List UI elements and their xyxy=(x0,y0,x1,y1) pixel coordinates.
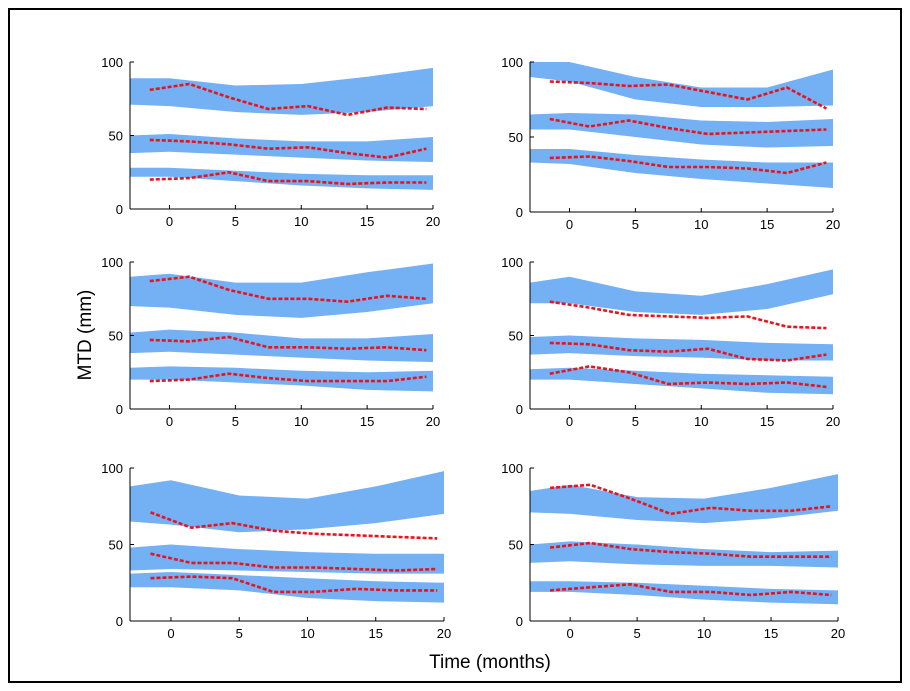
x-tick-label: 20 xyxy=(826,414,840,429)
observed-line-3 xyxy=(549,365,827,389)
x-tick-label: 10 xyxy=(694,217,708,232)
x-tick-label: 20 xyxy=(426,214,440,229)
prediction-band-2 xyxy=(530,541,838,568)
prediction-band-2 xyxy=(530,335,833,361)
y-tick-label: 100 xyxy=(101,55,123,70)
y-axis-label: MTD (mm) xyxy=(75,290,96,381)
observed-line-3 xyxy=(549,155,827,175)
prediction-band-1 xyxy=(130,263,433,318)
x-tick-label: 10 xyxy=(294,414,308,429)
x-tick-label: 0 xyxy=(167,626,174,641)
x-tick-label: 5 xyxy=(632,414,639,429)
y-tick-label: 100 xyxy=(501,255,523,270)
observed-line-1 xyxy=(149,82,427,117)
observed-line-2 xyxy=(149,335,427,352)
prediction-band-1 xyxy=(530,62,833,107)
x-tick-label: 5 xyxy=(632,217,639,232)
prediction-band-3 xyxy=(130,572,444,603)
x-tick-label: 15 xyxy=(369,626,383,641)
x-tick-label: 5 xyxy=(232,414,239,429)
prediction-band-3 xyxy=(530,367,833,395)
x-tick-label: 20 xyxy=(831,626,845,641)
observed-line-2 xyxy=(549,341,827,362)
prediction-band-1 xyxy=(530,269,833,315)
chart-panel-middle-right: 0 5 10 15 20 0 50 100 xyxy=(501,255,840,429)
observed-line-1 xyxy=(549,300,827,330)
observed-line-2 xyxy=(549,117,827,136)
x-tick-label: 5 xyxy=(236,626,243,641)
observed-line-2 xyxy=(149,138,427,159)
x-tick-label: 20 xyxy=(426,414,440,429)
x-tick-label: 0 xyxy=(166,214,173,229)
chart-panel-top-right: 0 5 10 15 20 0 50 100 xyxy=(501,55,840,232)
observed-line-3 xyxy=(149,170,427,186)
y-tick-label: 50 xyxy=(109,329,123,344)
x-tick-label: 10 xyxy=(694,414,708,429)
x-tick-label: 0 xyxy=(567,626,574,641)
x-tick-label: 15 xyxy=(760,414,774,429)
observed-line-2 xyxy=(150,552,438,572)
y-tick-label: 100 xyxy=(101,461,123,476)
chart-panel-top-left: 0 5 10 15 20 0 50 100 xyxy=(101,55,440,229)
prediction-band-3 xyxy=(530,149,833,188)
x-tick-label: 5 xyxy=(232,214,239,229)
chart-panel-bottom-right: 0 5 10 15 20 0 50 100 xyxy=(501,461,845,641)
observed-line-1 xyxy=(549,80,828,110)
observed-line-1 xyxy=(550,483,832,516)
x-tick-label: 10 xyxy=(697,626,711,641)
y-tick-label: 50 xyxy=(509,329,523,344)
x-tick-label: 0 xyxy=(566,414,573,429)
prediction-band-2 xyxy=(130,544,444,574)
x-tick-label: 10 xyxy=(294,214,308,229)
x-tick-label: 0 xyxy=(566,217,573,232)
observed-line-1 xyxy=(149,275,427,304)
prediction-band-1 xyxy=(530,474,838,524)
x-tick-label: 15 xyxy=(360,414,374,429)
y-tick-label: 0 xyxy=(116,614,123,629)
observed-line-3 xyxy=(550,582,832,597)
y-tick-label: 100 xyxy=(501,55,523,70)
prediction-band-2 xyxy=(130,329,433,362)
x-tick-label: 15 xyxy=(760,217,774,232)
observed-line-1 xyxy=(150,511,438,540)
observed-line-3 xyxy=(150,575,438,594)
y-tick-label: 0 xyxy=(516,614,523,629)
chart-panel-middle-left: 0 5 10 15 20 0 50 100 xyxy=(101,255,440,429)
prediction-band-1 xyxy=(130,67,433,115)
y-tick-label: 0 xyxy=(116,402,123,417)
y-tick-label: 0 xyxy=(116,202,123,217)
x-axis-label: Time (months) xyxy=(429,652,551,673)
x-tick-label: 5 xyxy=(634,626,641,641)
y-tick-label: 50 xyxy=(109,538,123,553)
prediction-band-1 xyxy=(130,471,444,533)
chart-panel-bottom-left: 0 5 10 15 20 0 50 100 xyxy=(101,461,451,641)
x-tick-label: 20 xyxy=(826,217,840,232)
prediction-band-3 xyxy=(130,167,433,190)
y-tick-label: 0 xyxy=(516,205,523,220)
y-tick-label: 100 xyxy=(101,255,123,270)
x-tick-label: 10 xyxy=(300,626,314,641)
x-tick-label: 15 xyxy=(764,626,778,641)
y-tick-label: 50 xyxy=(109,129,123,144)
x-tick-label: 15 xyxy=(360,214,374,229)
y-tick-label: 100 xyxy=(501,461,523,476)
y-tick-label: 0 xyxy=(516,402,523,417)
y-tick-label: 50 xyxy=(509,538,523,553)
x-tick-label: 20 xyxy=(437,626,451,641)
observed-line-3 xyxy=(149,372,427,383)
x-tick-label: 0 xyxy=(166,414,173,429)
observed-line-2 xyxy=(549,541,832,559)
y-tick-label: 50 xyxy=(509,130,523,145)
